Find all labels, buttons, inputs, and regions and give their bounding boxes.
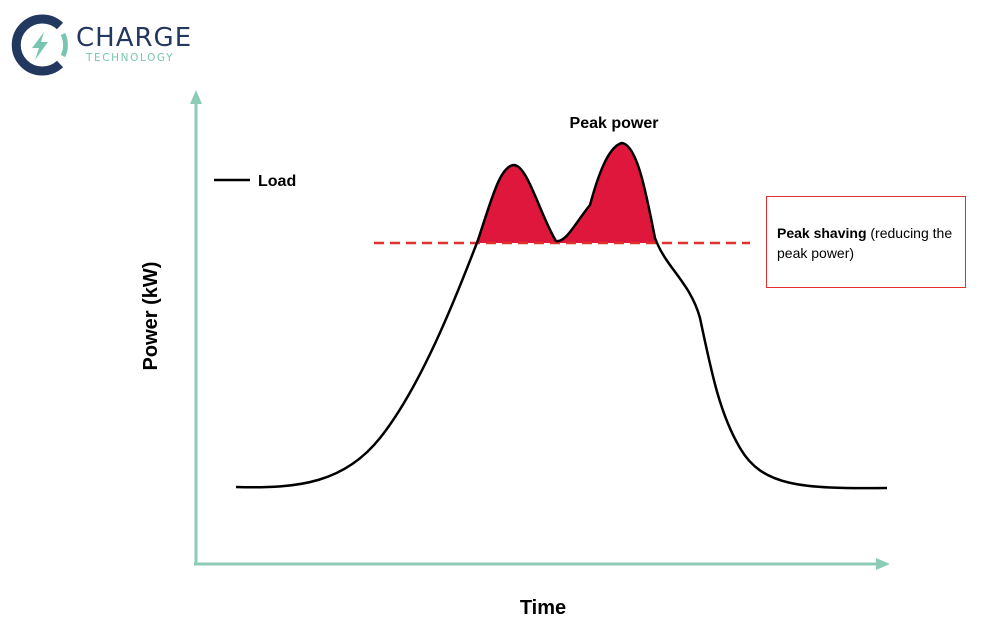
x-axis-label: Time (520, 597, 566, 619)
peak-shaving-callout: Peak shaving (reducing the peak power) (766, 196, 966, 288)
bolt-ring-icon (11, 14, 68, 76)
callout-text: (reducing the peak power) (777, 225, 953, 261)
logo-subtitle: TECHNOLOGY (86, 52, 175, 64)
legend-label: Load (258, 173, 296, 190)
load-curve (234, 141, 889, 490)
x-axis-arrow (876, 558, 890, 570)
shaved-peak-area (236, 143, 887, 243)
peak-power-label: Peak power (570, 115, 659, 132)
logo-wordmark: CHARGE (76, 23, 193, 53)
y-axis-arrow (190, 90, 202, 104)
y-axis-label: Power (kW) (140, 262, 162, 371)
company-logo: CHARGE TECHNOLOGY (8, 14, 208, 76)
callout-title: Peak shaving (777, 225, 867, 241)
